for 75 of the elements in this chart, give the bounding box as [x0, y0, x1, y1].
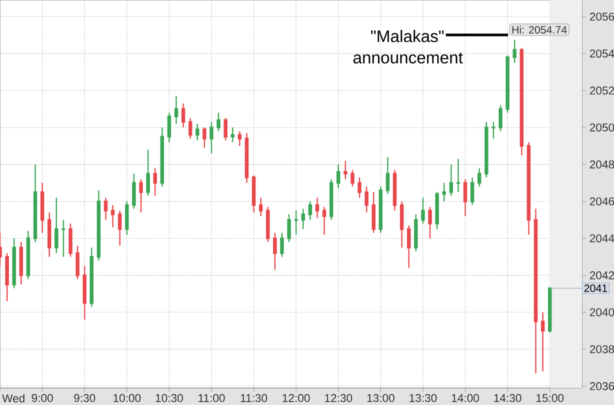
- candlestick: [498, 104, 502, 132]
- candlestick: [230, 126, 234, 143]
- y-tick-label: 2036: [590, 382, 614, 390]
- x-tick-label: 12:00: [282, 394, 310, 402]
- candlestick: [238, 130, 242, 147]
- candlestick: [139, 178, 143, 214]
- x-tick-label: Wed: [2, 394, 24, 402]
- candlestick: [315, 197, 320, 219]
- candlestick: [153, 168, 157, 196]
- y-tick-label: 2048: [590, 160, 614, 168]
- candlestick: [224, 118, 228, 142]
- candlestick: [463, 178, 468, 217]
- candlestick: [202, 126, 206, 148]
- candlestick: [188, 118, 192, 140]
- x-tick-label: 12:30: [325, 394, 352, 402]
- x-tick-label: 13:00: [367, 394, 394, 402]
- y-tick-label: 2040: [590, 308, 614, 316]
- y-tick-label: 2056: [590, 12, 614, 21]
- candlestick: [118, 210, 122, 246]
- candlestick: [364, 186, 368, 214]
- candlestick: [322, 206, 326, 236]
- candlestick: [442, 182, 446, 202]
- x-tick-label: 9:00: [32, 394, 53, 402]
- candlestick: [210, 121, 214, 154]
- candlestick: [167, 112, 172, 143]
- y-tick-label: 2044: [590, 234, 614, 242]
- candlestick: [336, 164, 340, 190]
- candlestick: [470, 176, 474, 206]
- candlestick: [273, 232, 277, 270]
- x-tick-label: 9:30: [74, 394, 96, 402]
- candlestick: [512, 39, 516, 64]
- candlestick: [174, 95, 178, 124]
- candlestick: [407, 224, 411, 269]
- candlestick: [280, 232, 284, 258]
- candlestick: [132, 173, 136, 210]
- candlestick: [478, 168, 482, 188]
- y-tick-label: 2054: [590, 50, 614, 58]
- candlestick: [54, 197, 58, 254]
- x-tick-label: 10:00: [114, 394, 141, 402]
- candlestick: [76, 245, 80, 280]
- candlestick: [258, 197, 263, 217]
- x-tick-label: 13:30: [410, 394, 437, 402]
- y-tick-label: 2042: [590, 271, 614, 280]
- candlestick: [294, 210, 298, 236]
- x-tick-label: 14:00: [452, 394, 479, 402]
- candlestick: [449, 164, 454, 196]
- candlestick: [62, 219, 66, 258]
- y-tick-label: 2052: [590, 86, 614, 95]
- candlestick: [344, 160, 348, 180]
- candlestick: [287, 214, 291, 243]
- candlestick: [146, 149, 150, 196]
- candlestick: [421, 197, 425, 224]
- y-tick-label: 2050: [590, 123, 614, 132]
- candlestick: [428, 206, 432, 239]
- candlestick: [301, 208, 305, 230]
- candlestick: [104, 197, 108, 220]
- x-tick-label: 14:30: [494, 394, 522, 402]
- x-tick-label: 11:30: [240, 394, 268, 402]
- y-tick-label: 2046: [590, 197, 614, 206]
- y-tick-label: 2038: [590, 345, 614, 354]
- annotation: Hi: 2054.74: [512, 26, 567, 34]
- annotation: "Malakas" announcement: [353, 30, 463, 64]
- candlestick: [216, 112, 220, 132]
- candlestick: [386, 156, 390, 195]
- x-tick-label: 11:00: [198, 394, 225, 402]
- candlestick: [350, 169, 354, 188]
- candlestick: [358, 176, 362, 198]
- candlestick: [540, 312, 545, 372]
- x-tick-label: 10:30: [156, 394, 183, 402]
- candlestick: [492, 121, 496, 140]
- candlestick: [308, 200, 312, 220]
- x-tick-label: 15:00: [536, 394, 564, 402]
- ref-line-label: 2041: [584, 284, 608, 292]
- candlestick: [181, 102, 186, 128]
- candlestick: [196, 123, 200, 142]
